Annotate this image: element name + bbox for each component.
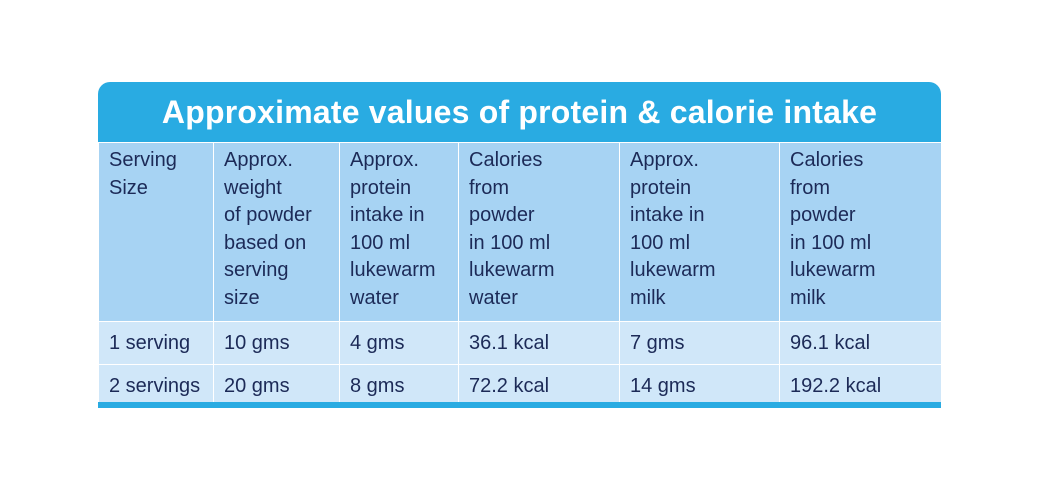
cell-protein-water: 4 gms [339, 321, 459, 365]
table-row: 2 servings 20 gms 8 gms 72.2 kcal 14 gms… [98, 364, 941, 408]
table-row: 1 serving 10 gms 4 gms 36.1 kcal 7 gms 9… [98, 321, 941, 365]
header-calories-water: Calories from powder in 100 ml lukewarm … [458, 142, 620, 322]
table-bottom-bar [98, 402, 941, 408]
nutrition-table-card: Approximate values of protein & calorie … [98, 82, 941, 408]
header-protein-milk: Approx. protein intake in 100 ml lukewar… [619, 142, 780, 322]
cell-serving-size: 1 serving [98, 321, 214, 365]
cell-powder-weight: 10 gms [213, 321, 340, 365]
nutrition-table: Serving Size Approx. weight of powder ba… [98, 142, 941, 408]
header-serving-size: Serving Size [98, 142, 214, 322]
cell-calories-water: 36.1 kcal [458, 321, 620, 365]
table-header-row: Serving Size Approx. weight of powder ba… [98, 142, 941, 322]
table-title: Approximate values of protein & calorie … [161, 93, 878, 130]
header-powder-weight: Approx. weight of powder based on servin… [213, 142, 340, 322]
cell-serving-size: 2 servings [98, 364, 214, 408]
cell-calories-milk: 96.1 kcal [779, 321, 941, 365]
header-protein-water: Approx. protein intake in 100 ml lukewar… [339, 142, 459, 322]
cell-calories-milk: 192.2 kcal [779, 364, 941, 408]
cell-protein-milk: 7 gms [619, 321, 780, 365]
cell-calories-water: 72.2 kcal [458, 364, 620, 408]
cell-protein-milk: 14 gms [619, 364, 780, 408]
header-calories-milk: Calories from powder in 100 ml lukewarm … [779, 142, 941, 322]
